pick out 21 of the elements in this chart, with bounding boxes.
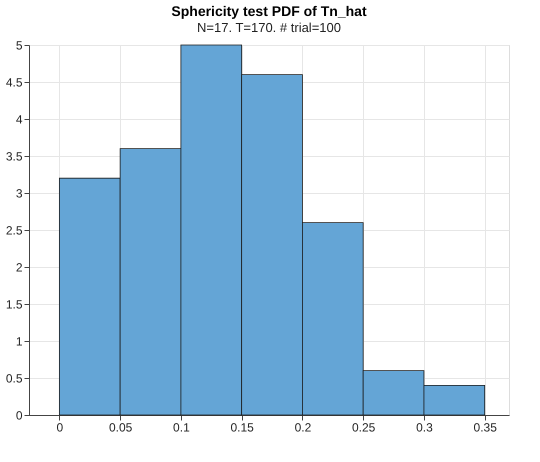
y-tick-label: 0.5	[6, 372, 23, 386]
x-tick-label: 0.2	[294, 420, 312, 434]
y-tick-label: 4	[16, 112, 23, 126]
y-tick-label: 5	[16, 38, 23, 52]
chart-subtitle: N=17. T=170. # trial=100	[197, 20, 341, 35]
y-tick-label: 1	[16, 334, 23, 348]
x-tick-label: 0.25	[352, 420, 376, 434]
y-tick-label: 4.5	[6, 76, 23, 90]
chart-title: Sphericity test PDF of Tn_hat	[171, 3, 367, 19]
y-tick-label: 0	[16, 408, 23, 422]
y-tick-label: 3	[16, 186, 23, 200]
x-tick-label: 0.1	[173, 420, 190, 434]
y-tick-label: 1.5	[6, 298, 23, 312]
x-tick-label: 0	[56, 420, 64, 434]
y-tick-label: 3.5	[6, 150, 23, 164]
x-tick-label: 0.3	[416, 420, 434, 434]
x-tick-label: 0.05	[108, 420, 133, 434]
x-tick-label: 0.15	[230, 420, 254, 434]
x-tick-label: 0.35	[474, 420, 498, 434]
y-tick-label: 2	[16, 260, 23, 274]
y-tick-label: 2.5	[6, 224, 23, 238]
